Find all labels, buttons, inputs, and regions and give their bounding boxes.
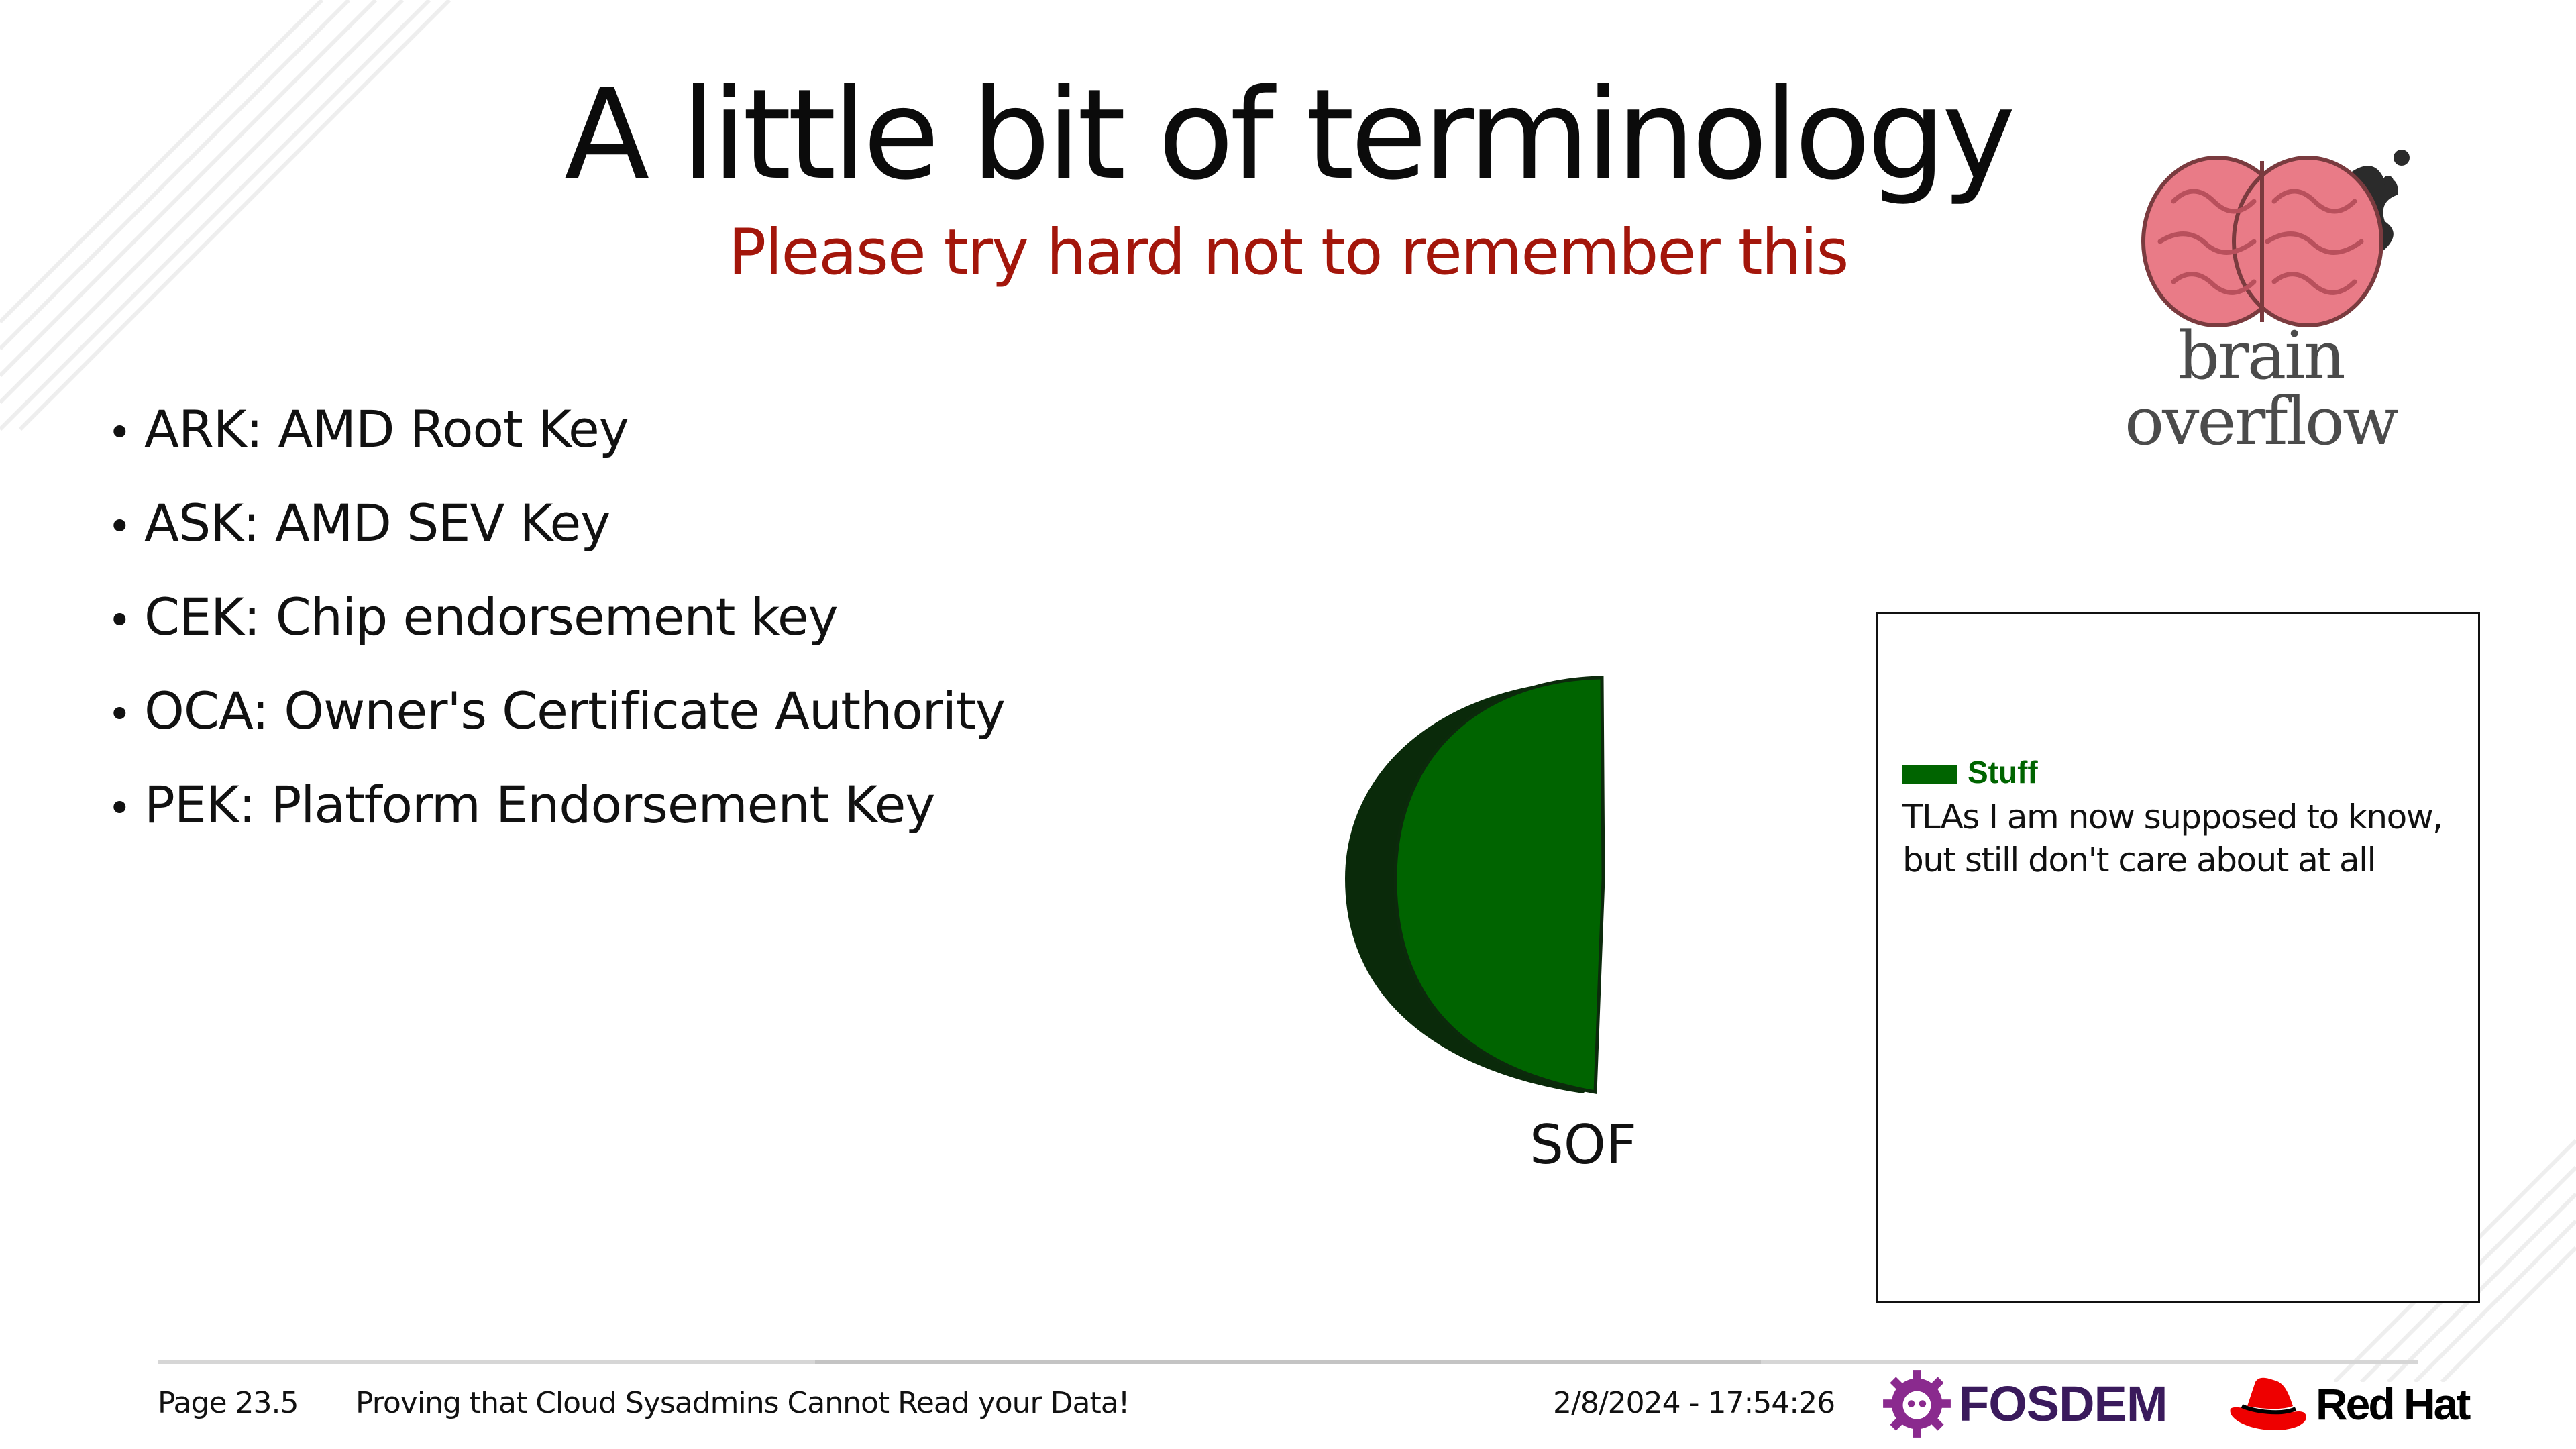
terminology-list: • ARK: AMD Root Key • ASK: AMD SEV Key • CE… <box>107 389 1006 859</box>
slide-datetime: 2/8/2024 - 17:54:26 <box>1553 1386 1835 1420</box>
slide-subtitle: Please try hard not to remember this <box>728 216 1849 289</box>
list-item: • PEK: Platform Endorsement Key <box>107 775 935 835</box>
legend-description: TLAs I am now supposed to know, but stil… <box>1902 798 2443 879</box>
list-item: • ARK: AMD Root Key <box>107 399 629 459</box>
bullet-text: PEK: Platform Endorsement Key <box>144 775 935 835</box>
chart-legend: Stuff TLAs I am now supposed to know, bu… <box>1876 612 2480 1303</box>
legend-series-name: Stuff <box>1968 755 2038 790</box>
pie-slice-label: SOF <box>1529 1114 1637 1176</box>
bullet-text: CEK: Chip endorsement key <box>144 587 839 647</box>
bullet-text: OCA: Owner's Certificate Authority <box>144 681 1006 741</box>
pie-chart <box>1345 676 1605 1094</box>
brain-overflow-logo-text: brain overflow <box>2125 318 2399 460</box>
slide-title: A little bit of terminology <box>564 62 2016 207</box>
pie-slice-sof[interactable] <box>1393 676 1605 1094</box>
legend-swatch <box>1902 765 1957 784</box>
page-number: Page 23.5 <box>158 1386 299 1420</box>
bullet-text: ASK: AMD SEV Key <box>144 493 610 553</box>
list-item: • CEK: Chip endorsement key <box>107 587 839 647</box>
footer-divider-highlight <box>815 1360 1761 1364</box>
list-item: • OCA: Owner's Certificate Authority <box>107 681 1006 741</box>
fosdem-gear-icon <box>1883 1370 1951 1438</box>
redhat-hat-icon <box>2230 1377 2306 1430</box>
corner-pattern-top-left <box>0 0 451 431</box>
list-item: • ASK: AMD SEV Key <box>107 493 610 553</box>
bullet-text: ARK: AMD Root Key <box>144 399 629 459</box>
fosdem-logo-text: FOSDEM <box>1959 1376 2168 1432</box>
redhat-logo-text: Red Hat <box>2316 1379 2471 1429</box>
brain-logo-icon <box>2141 150 2410 327</box>
talk-title: Proving that Cloud Sysadmins Cannot Read… <box>356 1386 1130 1420</box>
